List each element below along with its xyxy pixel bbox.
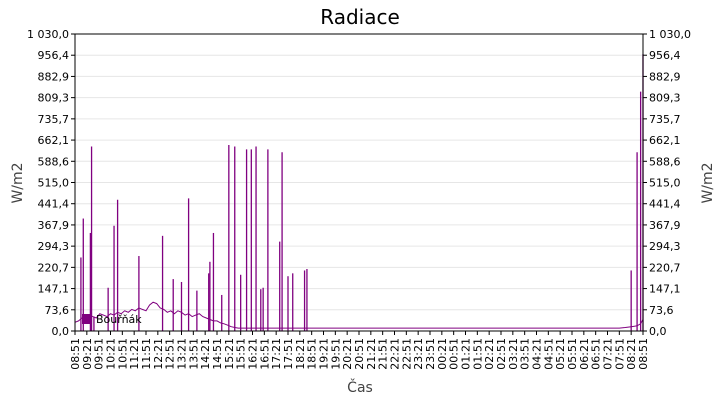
x-tick-label: 04:51 [542, 338, 555, 370]
x-tick-label: 07:51 [613, 338, 626, 370]
y-tick-label: 0,0 [649, 325, 667, 338]
y-tick-label: 220,7 [649, 261, 681, 274]
x-tick-label: 17:51 [282, 338, 295, 370]
y-tick-label: 220,7 [38, 261, 70, 274]
x-tick-label: 11:21 [128, 338, 141, 370]
x-tick-label: 12:51 [164, 338, 177, 370]
x-tick-label: 07:21 [602, 338, 615, 370]
x-tick-label: 08:51 [637, 338, 650, 370]
x-tick-label: 09:21 [81, 338, 94, 370]
y-tick-label: 294,3 [38, 240, 70, 253]
x-tick-label: 16:51 [258, 338, 271, 370]
x-tick-label: 10:51 [116, 338, 129, 370]
x-tick-label: 21:21 [365, 338, 378, 370]
x-tick-label: 14:51 [211, 338, 224, 370]
y-tick-label: 588,6 [38, 155, 70, 168]
x-tick-label: 12:21 [152, 338, 165, 370]
x-tick-label: 18:51 [306, 338, 319, 370]
y-axis-left: 0,0 73,6 147,1 220,7 294,3 367,9 441,4 515,0 588… [27, 28, 75, 338]
legend-label: Bouřňák [96, 313, 142, 326]
y-tick-label: 0,0 [52, 325, 70, 338]
y-tick-label: 1 030,0 [649, 28, 691, 41]
y-tick-label: 294,3 [649, 240, 681, 253]
x-axis-label: Čas [347, 378, 373, 396]
x-tick-label: 20:51 [353, 338, 366, 370]
x-tick-label: 21:51 [377, 338, 390, 370]
series-line [74, 301, 644, 329]
y-tick-label: 809,3 [649, 92, 681, 105]
x-tick-label: 00:51 [448, 338, 461, 370]
y-axis-right: 0,0 73,6 147,1 220,7 294,3 367,9 441,4 515,0 588… [643, 28, 691, 338]
x-tick-label: 03:51 [519, 338, 532, 370]
x-tick-label: 16:21 [247, 338, 260, 370]
x-tick-label: 23:21 [412, 338, 425, 370]
x-tick-label: 23:51 [424, 338, 437, 370]
x-tick-label: 05:21 [554, 338, 567, 370]
x-tick-label: 01:51 [471, 338, 484, 370]
spike-layer [80, 54, 644, 331]
y-tick-label: 809,3 [38, 92, 70, 105]
grid-lines [75, 54, 643, 311]
y-tick-label: 73,6 [45, 304, 70, 317]
legend: Bouřňák [82, 313, 142, 326]
y-tick-label: 73,6 [649, 304, 674, 317]
x-tick-label: 02:51 [495, 338, 508, 370]
x-tick-label: 00:21 [436, 338, 449, 370]
x-tick-label: 19:21 [318, 338, 331, 370]
x-tick-label: 10:21 [105, 338, 118, 370]
chart-title: Radiace [320, 5, 400, 29]
x-tick-label: 13:51 [187, 338, 200, 370]
y-axis-label-right: W/m2 [700, 162, 716, 203]
x-tick-label: 02:21 [483, 338, 496, 370]
y-tick-label: 588,6 [649, 155, 681, 168]
y-tick-label: 515,0 [649, 177, 681, 190]
x-tick-label: 18:21 [294, 338, 307, 370]
legend-swatch [82, 314, 92, 324]
y-tick-label: 515,0 [38, 177, 70, 190]
y-tick-label: 662,1 [38, 134, 70, 147]
x-tick-label: 03:21 [507, 338, 520, 370]
y-tick-label: 1 030,0 [27, 28, 69, 41]
y-tick-label: 441,4 [649, 198, 681, 211]
y-tick-label: 367,9 [649, 219, 681, 232]
x-tick-label: 05:51 [566, 338, 579, 370]
x-tick-label: 22:21 [389, 338, 402, 370]
y-tick-label: 882,9 [649, 70, 681, 83]
y-tick-label: 441,4 [38, 198, 70, 211]
x-tick-label: 11:51 [140, 338, 153, 370]
y-tick-label: 882,9 [38, 70, 70, 83]
y-tick-label: 735,7 [38, 113, 70, 126]
y-tick-label: 367,9 [38, 219, 70, 232]
x-tick-label: 14:21 [199, 338, 212, 370]
x-tick-label: 06:51 [590, 338, 603, 370]
x-tick-label: 09:51 [93, 338, 106, 370]
y-tick-label: 147,1 [38, 283, 70, 296]
x-tick-label: 15:21 [223, 338, 236, 370]
x-tick-label: 17:21 [270, 338, 283, 370]
x-tick-label: 08:21 [625, 338, 638, 370]
x-tick-label: 20:21 [341, 338, 354, 370]
x-tick-label: 08:51 [69, 338, 82, 370]
x-axis: 08:5109:2109:5110:2110:5111:2111:5112:21… [69, 331, 650, 370]
y-tick-label: 662,1 [649, 134, 681, 147]
x-tick-label: 19:51 [329, 338, 342, 370]
y-tick-label: 956,4 [649, 49, 681, 62]
y-tick-label: 956,4 [38, 49, 70, 62]
x-tick-label: 13:21 [176, 338, 189, 370]
y-axis-label-left: W/m2 [10, 162, 26, 203]
x-tick-label: 04:21 [531, 338, 544, 370]
y-tick-label: 147,1 [649, 283, 681, 296]
x-tick-label: 22:51 [400, 338, 413, 370]
y-tick-label: 735,7 [649, 113, 681, 126]
x-tick-label: 15:51 [235, 338, 248, 370]
x-tick-label: 06:21 [578, 338, 591, 370]
x-tick-label: 01:21 [460, 338, 473, 370]
